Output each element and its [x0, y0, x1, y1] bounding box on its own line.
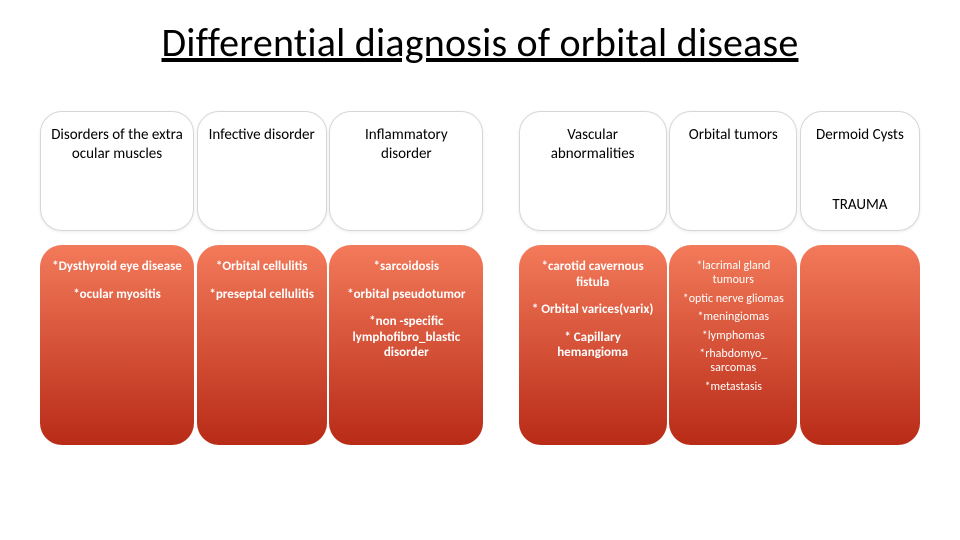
- list-item: *Orbital cellulitis: [214, 259, 310, 275]
- category-label: Disorders of the extra ocular muscles: [49, 122, 185, 168]
- category-card: Vascular abnormalities: [519, 111, 667, 231]
- list-item: *non -specific lymphofibro_blastic disor…: [337, 314, 475, 361]
- detail-card: *Orbital cellulitis *preseptal celluliti…: [197, 245, 327, 445]
- list-item: *meningiomas: [695, 310, 771, 324]
- list-item: *carotid cavernous fistula: [527, 259, 659, 290]
- category-card: Disorders of the extra ocular muscles: [40, 111, 194, 231]
- category-card: Infective disorder: [197, 111, 327, 231]
- category-card: Inflammatory disorder: [329, 111, 483, 231]
- slide: Differential diagnosis of orbital diseas…: [0, 0, 960, 540]
- detail-row: *Dysthyroid eye disease *ocular myositis…: [40, 245, 920, 445]
- category-label: Orbital tumors: [687, 122, 780, 149]
- category-label: Dermoid Cysts: [814, 122, 906, 149]
- detail-card: *sarcoidosis *orbital pseudotumor *non -…: [329, 245, 483, 445]
- list-item: *ocular myositis: [71, 287, 163, 303]
- page-title: Differential diagnosis of orbital diseas…: [40, 18, 920, 67]
- category-label: Infective disorder: [207, 122, 317, 149]
- detail-card: *Dysthyroid eye disease *ocular myositis: [40, 245, 194, 445]
- list-item: * Capillary hemangioma: [527, 330, 659, 361]
- column-gap: [486, 111, 516, 231]
- list-item: *preseptal cellulitis: [207, 287, 316, 303]
- list-item: *Dysthyroid eye disease: [50, 259, 184, 275]
- list-item: *lymphomas: [700, 329, 767, 343]
- detail-card: *carotid cavernous fistula * Orbital var…: [519, 245, 667, 445]
- column-gap: [486, 245, 516, 445]
- category-card: Orbital tumors: [669, 111, 797, 231]
- category-card: Dermoid Cysts TRAUMA: [800, 111, 920, 231]
- trauma-label: TRAUMA: [832, 196, 887, 214]
- category-label: Vascular abnormalities: [528, 122, 658, 168]
- detail-card: *lacrimal gland tumours *optic nerve gli…: [669, 245, 797, 445]
- category-header-row: Disorders of the extra ocular muscles In…: [40, 111, 920, 231]
- list-item: * Orbital varices(varix): [530, 302, 656, 318]
- list-item: *sarcoidosis: [372, 259, 442, 275]
- list-item: *metastasis: [703, 380, 764, 394]
- list-item: *orbital pseudotumor: [345, 287, 467, 303]
- list-item: *lacrimal gland tumours: [677, 259, 789, 288]
- list-item: *rhabdomyo_ sarcomas: [677, 347, 789, 376]
- detail-card: [800, 245, 920, 445]
- category-label: Inflammatory disorder: [338, 122, 474, 168]
- list-item: *optic nerve gliomas: [681, 292, 786, 306]
